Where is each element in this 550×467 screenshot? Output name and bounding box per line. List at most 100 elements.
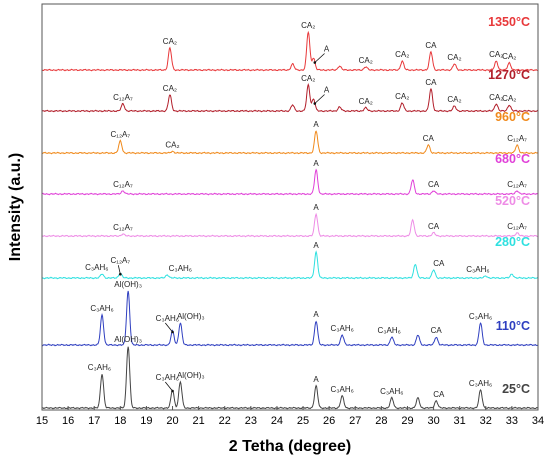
traces-layer — [41, 30, 539, 410]
peak-label: CA₂ — [502, 52, 516, 61]
peak-label: Al(OH)₃ — [177, 312, 205, 321]
peak-arrow — [314, 94, 325, 104]
peak-label: C₁₂A₇ — [113, 93, 133, 102]
trace-line — [41, 290, 539, 347]
x-tick-label: 21 — [193, 415, 205, 427]
trace-line — [41, 250, 539, 280]
peak-label: C₁₂A₇ — [507, 222, 527, 231]
temperature-label: 680°C — [495, 152, 530, 166]
peak-arrow — [117, 265, 121, 275]
peak-label: C₃AH₆ — [156, 314, 179, 323]
peak-label: Al(OH)₃ — [114, 280, 142, 289]
peak-arrow-head — [171, 330, 174, 334]
x-tick-label: 25 — [297, 415, 309, 427]
peak-label: C₁₂A₇ — [507, 180, 527, 189]
temperature-label: 110°C — [496, 319, 530, 333]
peak-label: C₃AH₆ — [169, 264, 192, 273]
peak-label: A — [313, 203, 319, 212]
x-tick-label: 29 — [401, 415, 413, 427]
peak-label: CA — [433, 390, 445, 399]
peak-label: C₁₂A₇ — [113, 180, 133, 189]
x-tick-label: 16 — [62, 415, 74, 427]
x-tick-label: 17 — [88, 415, 100, 427]
peak-label: A — [313, 159, 319, 168]
peak-label: C₁₂A₇ — [507, 134, 527, 143]
x-tick-label: 23 — [245, 415, 257, 427]
x-ticks: 15 16 17 18 19 20 21 22 23 24 25 26 27 28 29 30 31 32 33 34 — [36, 406, 544, 427]
peak-label: CA₂ — [489, 50, 503, 59]
peak-label: Al(OH)₃ — [114, 335, 142, 344]
peak-label: CA₂ — [165, 140, 179, 149]
peak-label: CA₂ — [301, 74, 315, 83]
peak-label: CA — [425, 41, 437, 50]
peak-label: A — [313, 375, 319, 384]
peak-label: CA — [428, 180, 440, 189]
temperature-label: 520°C — [495, 194, 530, 208]
peak-label: CA₂ — [489, 93, 503, 102]
temperature-label: 960°C — [495, 110, 530, 124]
x-tick-label: 18 — [114, 415, 126, 427]
peak-label: CA — [423, 134, 435, 143]
peak-label: A — [313, 241, 319, 250]
peak-label: C₃AH₆ — [466, 265, 489, 274]
peak-label: A — [313, 310, 319, 319]
peak-label: CA₂ — [447, 95, 461, 104]
peak-label: CA₂ — [502, 94, 516, 103]
temperature-labels: 1350°C 1270°C 960°C 680°C 520°C 280°C 110°C 25°… — [488, 15, 530, 396]
axes-layer — [41, 3, 539, 411]
x-tick-label: 24 — [271, 415, 283, 427]
peak-label: CA₂ — [163, 37, 177, 46]
trace-line — [41, 30, 539, 72]
peak-arrow-head — [119, 272, 122, 276]
trace-line — [41, 168, 539, 196]
x-tick-label: 19 — [140, 415, 152, 427]
x-tick-label: 30 — [427, 415, 439, 427]
x-tick-label: 28 — [375, 415, 387, 427]
peak-label: CA — [433, 259, 445, 268]
peak-arrow — [164, 322, 173, 333]
peak-arrow — [164, 381, 173, 392]
x-tick-label: 26 — [323, 415, 335, 427]
peak-label: C₃AH₆ — [156, 373, 179, 382]
peak-label: CA₂ — [395, 92, 409, 101]
peak-label: C₃AH₆ — [85, 263, 108, 272]
peak-label: Al(OH)₃ — [177, 371, 205, 380]
peak-label: CA₂ — [395, 50, 409, 59]
peak-label: C₃AH₆ — [90, 304, 113, 313]
trace-line — [41, 212, 539, 238]
temperature-label: 1270°C — [488, 68, 530, 82]
x-axis-title: 2 Tetha (degree) — [229, 438, 351, 455]
x-tick-label: 20 — [166, 415, 178, 427]
peak-label: C₃AH₆ — [331, 324, 354, 333]
peak-label: CA₂ — [359, 97, 373, 106]
x-tick-label: 32 — [480, 415, 492, 427]
peak-label: A — [324, 86, 330, 95]
x-tick-label: 22 — [219, 415, 231, 427]
peak-label: C₃AH₆ — [88, 363, 111, 372]
peak-label: C₃AH₆ — [469, 379, 492, 388]
peak-label: CA₂ — [359, 56, 373, 65]
x-tick-label: 33 — [506, 415, 518, 427]
x-tick-label: 34 — [532, 415, 544, 427]
peak-label: CA — [428, 222, 440, 231]
temperature-label: 1350°C — [488, 15, 530, 29]
peak-label: A — [313, 120, 319, 129]
peak-label: C₃AH₆ — [469, 312, 492, 321]
x-tick-label: 15 — [36, 415, 48, 427]
y-axis-title: Intensity (a.u.) — [7, 153, 24, 261]
temperature-label: 280°C — [495, 235, 530, 249]
peak-arrow-head — [313, 61, 317, 64]
peak-label: C₁₂A₇ — [110, 130, 130, 139]
peak-label: CA — [431, 326, 443, 335]
peak-arrow-head — [171, 389, 174, 393]
x-tick-label: 27 — [349, 415, 361, 427]
temperature-label: 25°C — [502, 382, 530, 396]
trace-line — [41, 130, 539, 155]
peak-label: C₃AH₆ — [331, 385, 354, 394]
peak-label: C₃AH₆ — [380, 387, 403, 396]
peak-label: A — [324, 45, 330, 54]
peak-label: CA₂ — [301, 21, 315, 30]
peak-label: C₁₂A₇ — [110, 256, 130, 265]
plot-frame — [41, 3, 539, 411]
